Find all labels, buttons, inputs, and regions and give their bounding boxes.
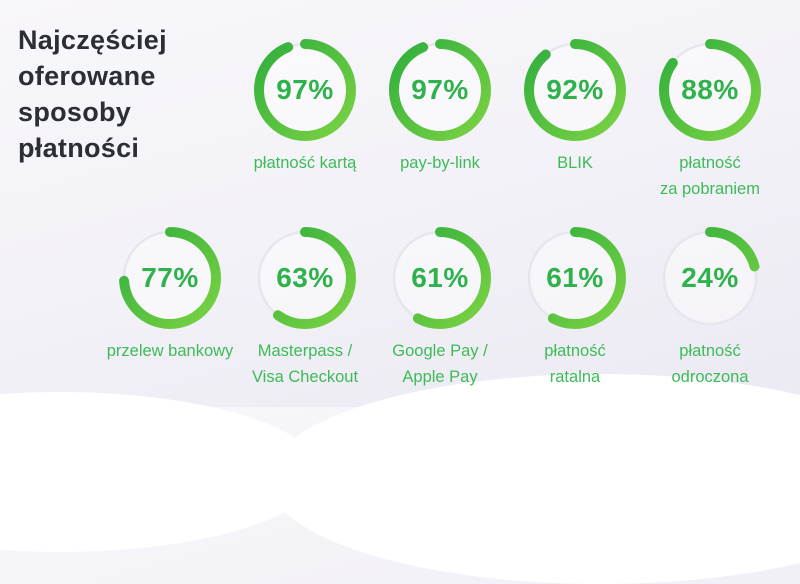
page-title-line-2: oferowane [18, 61, 156, 91]
progress-arc [389, 227, 491, 329]
percent-value: 63% [276, 262, 334, 293]
donut-label-line: pay-by-link [400, 154, 480, 172]
progress-arc [524, 227, 626, 329]
progress-arc [659, 39, 761, 141]
donut-label: płatność ratalna [500, 338, 650, 390]
bottom-wave-right [268, 374, 800, 584]
donut-label-line: za pobraniem [660, 180, 760, 198]
percent-value: 61% [546, 262, 604, 293]
progress-ring-svg [389, 39, 491, 141]
donut-label-line: odroczona [671, 368, 749, 386]
progress-ring-svg [524, 39, 626, 141]
donut-card: 88% płatność za pobraniem [635, 38, 785, 202]
donut-card: 63% Masterpass / Visa Checkout [230, 226, 380, 390]
percent-value: 92% [546, 74, 604, 105]
progress-arc [254, 227, 356, 329]
donut-label-line: Masterpass / [257, 342, 353, 360]
donut-label-line: płatność kartą [253, 154, 357, 172]
donut-label-line: ratalna [549, 368, 601, 386]
donut-card: 61% Google Pay / Apple Pay [365, 226, 515, 390]
progress-ring-svg [389, 227, 491, 329]
donut-label-line: Google Pay / [392, 342, 488, 360]
progress-ring-svg [524, 227, 626, 329]
percent-value: 88% [681, 74, 739, 105]
donut-card: 97% pay-by-link [365, 38, 515, 176]
progress-ring-svg [119, 227, 221, 329]
donut-label-line: płatność [679, 154, 741, 172]
page-title: Najczęściej oferowane sposoby płatności [18, 22, 167, 166]
progress-ring-svg [254, 39, 356, 141]
page-title-line-1: Najczęściej [18, 25, 167, 55]
donut-card: 77% przelew bankowy [95, 226, 245, 364]
donut-label: Masterpass / Visa Checkout [230, 338, 380, 390]
progress-ring: 88% [658, 38, 762, 142]
progress-ring: 61% [523, 226, 627, 330]
percent-value: 97% [411, 74, 469, 105]
progress-arc [254, 39, 356, 141]
donut-label: przelew bankowy [95, 338, 245, 364]
progress-arc [389, 39, 491, 141]
percent-value: 77% [141, 262, 199, 293]
donut-label: płatność kartą [230, 150, 380, 176]
donut-card: 97% płatność kartą [230, 38, 380, 176]
donut-card: 92% BLIK [500, 38, 650, 176]
progress-ring-svg [254, 227, 356, 329]
donut-label-line: płatność [679, 342, 741, 360]
progress-ring: 77% [118, 226, 222, 330]
donut-label: Google Pay / Apple Pay [365, 338, 515, 390]
progress-ring: 97% [253, 38, 357, 142]
percent-value: 61% [411, 262, 469, 293]
donut-label-line: BLIK [557, 154, 593, 172]
donut-card: 24% płatność odroczona [635, 226, 785, 390]
donut-label: pay-by-link [365, 150, 515, 176]
donut-card: 61% płatność ratalna [500, 226, 650, 390]
donut-label: BLIK [500, 150, 650, 176]
page-title-line-4: płatności [18, 133, 140, 163]
donut-label: płatność za pobraniem [635, 150, 785, 202]
progress-ring: 61% [388, 226, 492, 330]
progress-arc [119, 227, 221, 329]
progress-ring: 63% [253, 226, 357, 330]
percent-value: 24% [681, 262, 739, 293]
percent-value: 97% [276, 74, 334, 105]
donut-label-line: przelew bankowy [106, 342, 234, 360]
progress-ring-svg [659, 39, 761, 141]
progress-ring: 97% [388, 38, 492, 142]
donut-label-line: Apple Pay [402, 368, 478, 386]
donut-label-line: płatność [544, 342, 606, 360]
progress-arc [524, 39, 626, 141]
progress-ring: 92% [523, 38, 627, 142]
donut-label: płatność odroczona [635, 338, 785, 390]
progress-ring: 24% [658, 226, 762, 330]
page-title-line-3: sposoby [18, 97, 132, 127]
progress-arc [659, 227, 761, 329]
progress-ring-svg [659, 227, 761, 329]
donut-label-line: Visa Checkout [251, 368, 359, 386]
